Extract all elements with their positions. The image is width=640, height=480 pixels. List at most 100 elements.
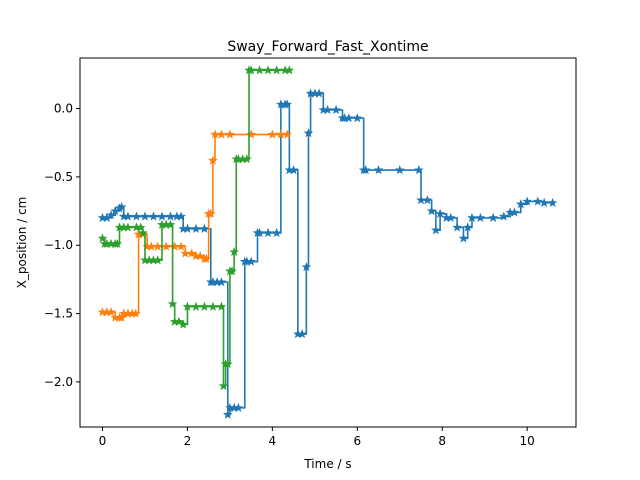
data-point: [216, 129, 227, 139]
x-tick-label: 8: [438, 434, 446, 448]
data-point: [199, 301, 210, 311]
data-point: [246, 129, 256, 139]
data-point: [452, 222, 462, 232]
data-point: [161, 241, 172, 251]
data-point: [373, 165, 384, 175]
data-point: [314, 88, 324, 98]
data-point: [130, 308, 141, 318]
data-point: [222, 359, 233, 369]
data-point: [331, 104, 341, 115]
data-point: [123, 222, 133, 232]
data-point: [233, 402, 244, 412]
x-tick-label: 10: [520, 434, 535, 448]
data-point: [303, 128, 314, 138]
data-point: [282, 99, 293, 109]
data-point: [352, 113, 363, 123]
series-0: [97, 88, 558, 419]
x-axis: 0 2 4 6 8 10: [99, 427, 535, 448]
y-axis-label: X_position / cm: [15, 197, 29, 289]
data-point: [297, 329, 307, 339]
data-point: [431, 225, 441, 235]
y-tick-label: −2.0: [44, 375, 73, 389]
data-point: [414, 165, 424, 175]
data-point: [509, 207, 520, 217]
data-point: [191, 301, 201, 311]
data-point: [246, 256, 256, 266]
data-point: [462, 222, 473, 232]
data-point: [498, 211, 509, 221]
x-tick-label: 0: [99, 434, 107, 448]
data-point: [267, 129, 278, 139]
data-point: [165, 219, 176, 229]
data-point: [131, 211, 142, 221]
data-point: [178, 319, 189, 329]
data-point: [112, 238, 123, 248]
data-point: [229, 247, 239, 257]
data-point: [182, 223, 193, 233]
data-point: [218, 380, 229, 391]
x-tick-label: 4: [269, 434, 277, 448]
data-point: [182, 301, 193, 311]
data-point: [208, 155, 218, 165]
series-2: [97, 65, 295, 391]
axes-frame: [79, 57, 577, 428]
series-1: [97, 129, 293, 322]
data-point: [222, 409, 233, 419]
data-point: [176, 241, 186, 251]
data-point: [458, 233, 469, 243]
data-point: [186, 248, 197, 258]
data-point: [475, 212, 486, 222]
y-axis: −2.0 −1.5 −1.0 −0.5 0.0: [44, 102, 80, 389]
data-point: [322, 104, 333, 115]
data-point: [263, 227, 273, 238]
data-point: [195, 251, 205, 261]
data-point: [191, 223, 201, 233]
x-tick-label: 6: [353, 434, 361, 448]
data-point: [522, 196, 532, 206]
data-point: [152, 241, 163, 251]
data-point: [106, 307, 116, 317]
data-point: [301, 262, 312, 272]
data-point: [445, 212, 456, 222]
data-point: [208, 301, 218, 311]
data-point: [242, 154, 252, 164]
data-point: [360, 165, 371, 175]
x-tick-label: 2: [184, 434, 192, 448]
data-point: [394, 165, 405, 175]
data-point: [97, 233, 108, 243]
data-point: [547, 197, 558, 207]
data-point: [199, 223, 210, 233]
data-point: [288, 165, 299, 175]
data-point: [488, 212, 499, 222]
data-point: [157, 211, 167, 221]
y-tick-label: 0.0: [54, 102, 73, 116]
data-point: [515, 199, 526, 209]
data-point: [205, 208, 216, 218]
data-point: [152, 255, 163, 265]
data-point: [116, 201, 127, 212]
data-point: [426, 206, 437, 216]
data-point: [539, 197, 549, 207]
data-point: [271, 65, 282, 75]
data-point: [263, 65, 273, 75]
x-axis-label: Time / s: [303, 457, 351, 471]
data-point: [435, 208, 445, 218]
data-point: [135, 222, 146, 232]
data-point: [148, 211, 159, 221]
plot-area: [97, 65, 558, 419]
data-point: [216, 301, 227, 311]
data-point: [216, 277, 227, 287]
data-point: [201, 253, 212, 263]
data-point: [282, 129, 293, 139]
data-point: [167, 298, 178, 309]
y-tick-label: −1.0: [44, 238, 73, 252]
data-point: [140, 211, 150, 221]
data-point: [174, 316, 184, 326]
data-point: [284, 65, 295, 75]
data-point: [138, 227, 148, 238]
data-point: [227, 266, 237, 276]
y-tick-label: −0.5: [44, 170, 73, 184]
data-point: [532, 196, 543, 206]
